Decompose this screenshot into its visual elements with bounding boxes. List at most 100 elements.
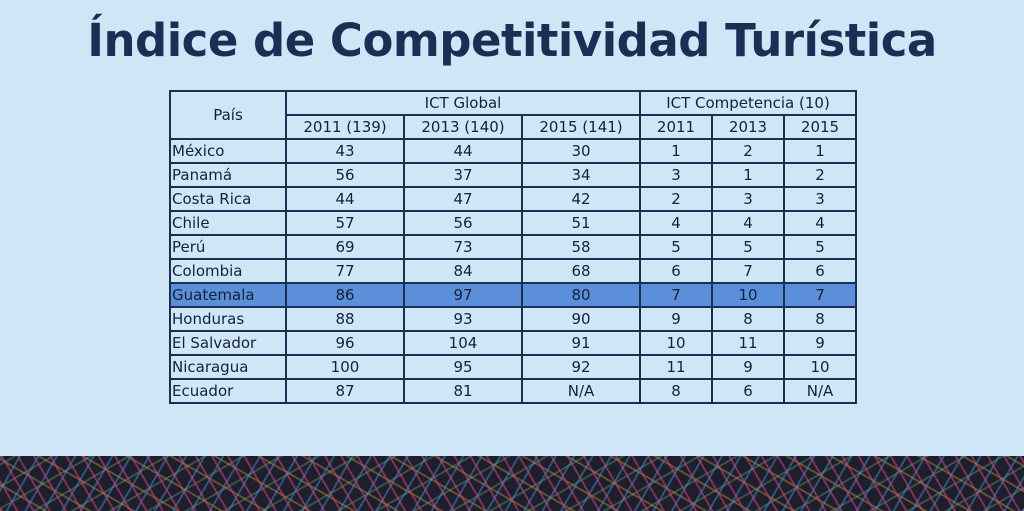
value-cell: 104 [403,330,523,356]
table-row: Ecuador 87 81 N/A 8 6 N/A [169,378,857,404]
value-cell: 3 [711,186,785,212]
table-row: Perú 69 73 58 5 5 5 [169,234,857,260]
value-cell: 92 [521,354,641,380]
table-row: El Salvador 96 104 91 10 11 9 [169,330,857,356]
subheader-competencia-2013: 2013 [711,114,785,140]
value-cell: 10 [783,354,857,380]
table-row: Honduras 88 93 90 9 8 8 [169,306,857,332]
subheader-competencia-2015: 2015 [783,114,857,140]
value-cell: 10 [639,330,713,356]
country-cell: México [169,138,287,164]
country-cell: Panamá [169,162,287,188]
value-cell: 86 [285,282,405,308]
value-cell: 57 [285,210,405,236]
value-cell: 90 [521,306,641,332]
value-cell: 7 [639,282,713,308]
country-cell: Nicaragua [169,354,287,380]
value-cell: 9 [639,306,713,332]
ict-global-header: ICT Global [285,90,641,116]
value-cell: 80 [521,282,641,308]
value-cell: 84 [403,258,523,284]
value-cell: 87 [285,378,405,404]
value-cell: 4 [639,210,713,236]
value-cell: 73 [403,234,523,260]
value-cell: 3 [639,162,713,188]
country-cell: El Salvador [169,330,287,356]
country-cell: Chile [169,210,287,236]
value-cell: 43 [285,138,405,164]
value-cell: N/A [783,378,857,404]
page-title: Índice de Competitividad Turística [87,14,937,67]
value-cell: 34 [521,162,641,188]
country-cell: Costa Rica [169,186,287,212]
value-cell: 56 [285,162,405,188]
subheader-competencia-2011: 2011 [639,114,713,140]
table-subheader-row: 2011 (139) 2013 (140) 2015 (141) 2011 20… [170,114,857,140]
table-row: México 43 44 30 1 2 1 [169,138,857,164]
value-cell: 2 [711,138,785,164]
value-cell: 6 [711,378,785,404]
value-cell: 51 [521,210,641,236]
value-cell: 44 [403,138,523,164]
country-cell: Colombia [169,258,287,284]
value-cell: 8 [639,378,713,404]
value-cell: 9 [711,354,785,380]
ict-competencia-header: ICT Competencia (10) [639,90,857,116]
value-cell: 4 [783,210,857,236]
value-cell: 97 [403,282,523,308]
competitiveness-table: País ICT Global ICT Competencia (10) 201… [169,90,857,404]
table-header-row: País ICT Global ICT Competencia (10) [169,90,857,140]
table-row: Guatemala 86 97 80 7 10 7 [169,282,857,308]
value-cell: 5 [783,234,857,260]
value-cell: 2 [639,186,713,212]
value-cell: 8 [711,306,785,332]
value-cell: 9 [783,330,857,356]
value-cell: 1 [639,138,713,164]
value-cell: 6 [639,258,713,284]
value-cell: 93 [403,306,523,332]
value-cell: 7 [783,282,857,308]
value-cell: 69 [285,234,405,260]
value-cell: 5 [639,234,713,260]
country-header: País [169,90,287,140]
subheader-global-2011: 2011 (139) [285,114,405,140]
value-cell: 7 [711,258,785,284]
table-body: México 43 44 30 1 2 1 Panamá 56 37 34 3 1 2 Costa Rica… [169,138,857,404]
table-row: Panamá 56 37 34 3 1 2 [169,162,857,188]
value-cell: 4 [711,210,785,236]
value-cell: 10 [711,282,785,308]
value-cell: 100 [285,354,405,380]
table-row: Costa Rica 44 47 42 2 3 3 [169,186,857,212]
country-cell: Perú [169,234,287,260]
value-cell: N/A [521,378,641,404]
value-cell: 1 [783,138,857,164]
value-cell: 2 [783,162,857,188]
subheader-global-2015: 2015 (141) [521,114,641,140]
value-cell: 42 [521,186,641,212]
value-cell: 47 [403,186,523,212]
table-row: Colombia 77 84 68 6 7 6 [169,258,857,284]
value-cell: 91 [521,330,641,356]
value-cell: 95 [403,354,523,380]
decorative-pattern-band [0,456,1024,511]
value-cell: 3 [783,186,857,212]
subheader-global-2013: 2013 (140) [403,114,523,140]
value-cell: 96 [285,330,405,356]
value-cell: 5 [711,234,785,260]
value-cell: 56 [403,210,523,236]
table-row: Nicaragua 100 95 92 11 9 10 [169,354,857,380]
value-cell: 77 [285,258,405,284]
country-cell: Honduras [169,306,287,332]
country-cell: Ecuador [169,378,287,404]
value-cell: 88 [285,306,405,332]
value-cell: 30 [521,138,641,164]
value-cell: 1 [711,162,785,188]
country-cell: Guatemala [169,282,287,308]
value-cell: 37 [403,162,523,188]
value-cell: 58 [521,234,641,260]
value-cell: 8 [783,306,857,332]
table-row: Chile 57 56 51 4 4 4 [169,210,857,236]
value-cell: 44 [285,186,405,212]
value-cell: 6 [783,258,857,284]
value-cell: 68 [521,258,641,284]
